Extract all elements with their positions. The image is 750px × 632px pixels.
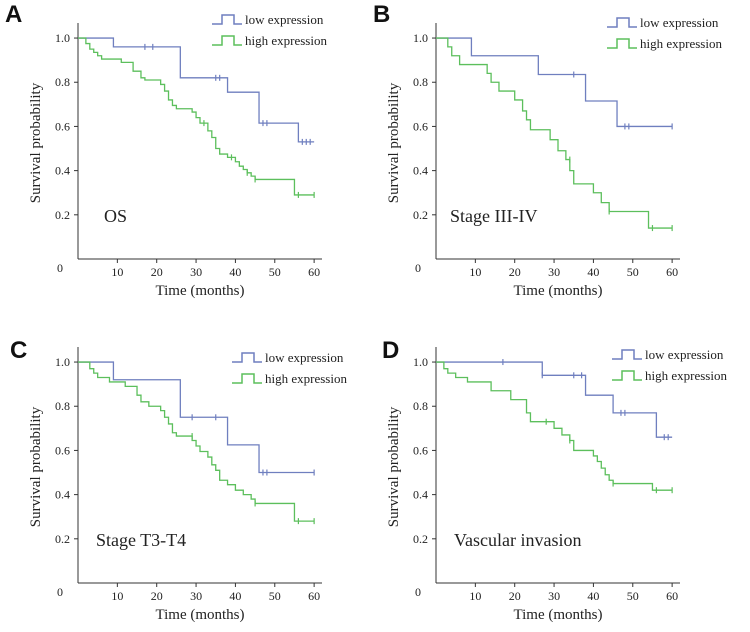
panel-letter: C: [10, 337, 27, 364]
x-tick-label: 10: [111, 265, 123, 279]
origin-label: 0: [57, 261, 63, 275]
x-tick-label: 20: [151, 589, 163, 603]
x-tick-label: 40: [229, 589, 241, 603]
y-tick-label: 0.2: [413, 208, 428, 222]
y-axis-label: Survival probability: [28, 406, 44, 527]
x-tick-label: 10: [469, 589, 481, 603]
x-tick-label: 50: [627, 589, 639, 603]
x-axis-label: Time (months): [513, 283, 602, 299]
y-tick-label: 1.0: [55, 355, 70, 369]
panel-b: B 0 10 20 30 40 50 60 1.0 0.8 0.6 0.4 0.2 Time (month…: [373, 1, 722, 299]
panel-letter: B: [373, 1, 390, 28]
series-line-low-expression: [78, 37, 315, 143]
y-tick-label: 0.4: [413, 488, 428, 502]
y-tick-label: 0.8: [55, 399, 70, 413]
x-tick-label: 20: [151, 265, 163, 279]
x-tick-label: 20: [509, 265, 521, 279]
x-tick-label: 10: [111, 589, 123, 603]
y-axis-label: Survival probability: [28, 82, 44, 203]
legend-label-high: high expression: [245, 33, 327, 48]
x-tick-label: 30: [548, 265, 560, 279]
legend-swatch-low: [607, 17, 637, 28]
y-axis-label: Survival probability: [386, 406, 402, 527]
x-tick-label: 10: [469, 265, 481, 279]
legend-swatch-high: [212, 35, 242, 46]
x-axis-label: Time (months): [155, 283, 244, 299]
legend-label-high: high expression: [645, 368, 727, 383]
x-tick-label: 40: [587, 589, 599, 603]
y-tick-label: 0.2: [413, 532, 428, 546]
series-line-low-expression: [78, 361, 315, 474]
panel-c: C 0 10 20 30 40 50 60 1.0 0.8 0.6 0.4 0.2 Time (month…: [10, 337, 347, 623]
x-tick-label: 50: [627, 265, 639, 279]
x-tick-label: 60: [308, 265, 320, 279]
series-line-high-expression: [436, 361, 673, 491]
x-tick-label: 40: [587, 265, 599, 279]
x-tick-label: 30: [190, 589, 202, 603]
x-tick-label: 60: [666, 589, 678, 603]
y-tick-label: 0.2: [55, 532, 70, 546]
panel-annotation: Stage T3-T4: [96, 530, 186, 550]
x-axis-label: Time (months): [155, 607, 244, 623]
y-tick-label: 1.0: [413, 31, 428, 45]
x-tick-label: 40: [229, 265, 241, 279]
x-axis-label: Time (months): [513, 607, 602, 623]
panel-annotation: OS: [104, 206, 127, 226]
x-tick-label: 50: [269, 589, 281, 603]
origin-label: 0: [415, 261, 421, 275]
x-tick-label: 20: [509, 589, 521, 603]
x-tick-label: 60: [308, 589, 320, 603]
series-line-high-expression: [78, 361, 315, 522]
y-tick-label: 0.2: [55, 208, 70, 222]
series-line-high-expression: [436, 37, 673, 229]
legend-label-high: high expression: [640, 36, 722, 51]
y-tick-label: 0.6: [413, 443, 428, 457]
x-tick-label: 60: [666, 265, 678, 279]
legend-swatch-high: [607, 38, 637, 49]
legend-swatch-high: [612, 370, 642, 381]
panel-letter: D: [382, 337, 399, 364]
series-line-low-expression: [436, 37, 673, 128]
series-line-high-expression: [78, 37, 315, 196]
y-tick-label: 1.0: [413, 355, 428, 369]
legend-swatch-low: [232, 352, 262, 363]
y-tick-label: 0.6: [55, 119, 70, 133]
panel-annotation: Vascular invasion: [454, 530, 581, 550]
x-tick-label: 50: [269, 265, 281, 279]
y-axis-label: Survival probability: [386, 82, 402, 203]
panel-letter: A: [5, 1, 22, 28]
y-tick-label: 0.8: [55, 75, 70, 89]
y-tick-label: 0.8: [413, 75, 428, 89]
y-tick-label: 0.8: [413, 399, 428, 413]
x-tick-label: 30: [548, 589, 560, 603]
legend-label-low: low expression: [645, 347, 724, 362]
panel-annotation: Stage III-IV: [450, 206, 537, 226]
y-tick-label: 0.4: [55, 488, 70, 502]
panel-a: A 0 10 20 30 40 50 60 1.0 0.8 0.6 0.4 0.2 Time (month…: [5, 1, 327, 299]
legend-swatch-low: [612, 349, 642, 360]
y-tick-label: 1.0: [55, 31, 70, 45]
panel-d: D 0 10 20 30 40 50 60 1.0 0.8 0.6 0.4 0.2 Time (month…: [382, 337, 727, 623]
y-tick-label: 0.6: [413, 119, 428, 133]
origin-label: 0: [415, 585, 421, 599]
legend-label-low: low expression: [265, 350, 344, 365]
x-tick-label: 30: [190, 265, 202, 279]
series-line-low-expression: [436, 361, 673, 438]
legend-label-low: low expression: [640, 15, 719, 30]
y-tick-label: 0.6: [55, 443, 70, 457]
legend-label-high: high expression: [265, 371, 347, 386]
y-tick-label: 0.4: [55, 164, 70, 178]
legend-swatch-low: [212, 14, 242, 25]
legend-label-low: low expression: [245, 12, 324, 27]
legend-swatch-high: [232, 373, 262, 384]
origin-label: 0: [57, 585, 63, 599]
y-tick-label: 0.4: [413, 164, 428, 178]
